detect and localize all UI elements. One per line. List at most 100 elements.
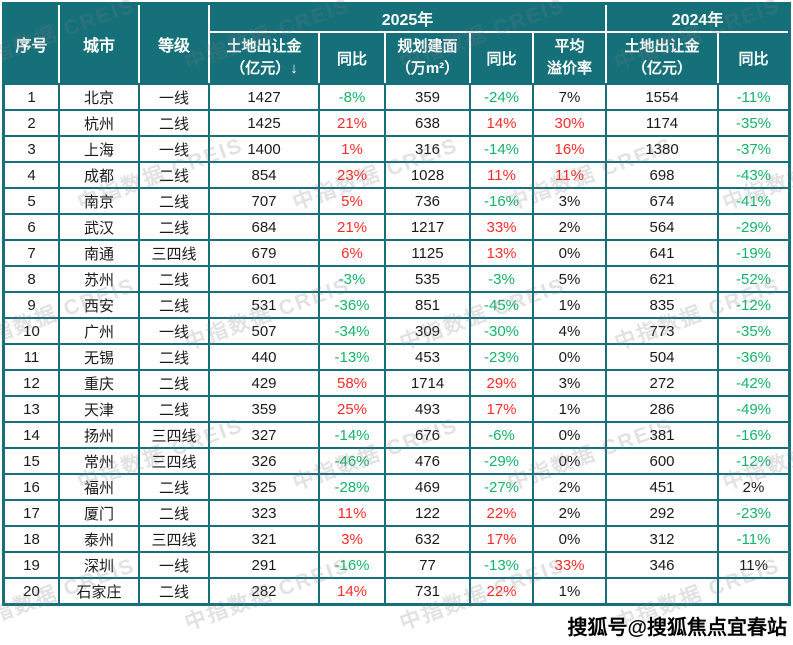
cell-area25-yoy: -45%	[471, 291, 534, 317]
cell-rank: 19	[5, 551, 60, 577]
cell-fee25: 854	[210, 161, 320, 187]
col-header-planned-area-line1: 规划建面	[397, 38, 458, 56]
cell-area25-yoy: -23%	[471, 343, 534, 369]
cell-rank: 10	[5, 317, 60, 343]
cell-city: 武汉	[60, 213, 140, 239]
cell-premium: 11%	[534, 161, 608, 187]
cell-area25: 316	[386, 135, 471, 161]
col-header-land-fee-2024-line1: 土地出让金	[624, 38, 700, 56]
cell-fee25-yoy: -8%	[320, 83, 386, 109]
cell-fee25-yoy: 25%	[320, 395, 386, 421]
cell-fee25-yoy: 1%	[320, 135, 386, 161]
cell-premium: 3%	[534, 369, 608, 395]
col-header-premium-rate-line2: 溢价率	[547, 60, 593, 77]
cell-fee24-yoy: -49%	[719, 395, 789, 421]
col-header-land-fee-2025: 土地出让金 （亿元）↓	[210, 31, 320, 83]
cell-tier: 二线	[140, 109, 210, 135]
cell-tier: 二线	[140, 161, 210, 187]
cell-fee25: 325	[210, 473, 320, 499]
cell-city: 泰州	[60, 525, 140, 551]
cell-city: 南通	[60, 239, 140, 265]
cell-premium: 1%	[534, 577, 608, 603]
cell-city: 深圳	[60, 551, 140, 577]
table-row: 10 广州 一线 507 -34% 309 -30% 4% 773 -35%	[5, 317, 789, 343]
cell-fee24: 600	[607, 447, 720, 473]
cell-rank: 15	[5, 447, 60, 473]
cell-city: 南京	[60, 187, 140, 213]
table-row: 2 杭州 二线 1425 21% 638 14% 30% 1174 -35%	[5, 109, 789, 135]
cell-fee25: 507	[210, 317, 320, 343]
cell-area25-yoy: -6%	[471, 421, 534, 447]
cell-area25: 676	[386, 421, 471, 447]
cell-tier: 三四线	[140, 447, 210, 473]
cell-area25: 309	[386, 317, 471, 343]
table-row: 14 扬州 三四线 327 -14% 676 -6% 0% 381 -16%	[5, 421, 789, 447]
cell-tier: 一线	[140, 83, 210, 109]
cell-city: 厦门	[60, 499, 140, 525]
cell-area25: 493	[386, 395, 471, 421]
cell-fee24-yoy: -41%	[719, 187, 789, 213]
cell-fee25: 1425	[210, 109, 320, 135]
cell-premium: 1%	[534, 291, 608, 317]
col-group-2024: 2024年	[607, 5, 789, 31]
col-header-city: 城市	[60, 5, 140, 83]
cell-fee25-yoy: 14%	[320, 577, 386, 603]
table-row: 9 西安 二线 531 -36% 851 -45% 1% 835 -12%	[5, 291, 789, 317]
cell-fee24-yoy: -19%	[719, 239, 789, 265]
cell-area25: 1714	[386, 369, 471, 395]
land-sales-table: 序号 城市 等级 2025年 2024年 土地出让金 （亿元）↓ 同比 规划建面…	[2, 2, 792, 606]
cell-fee25: 323	[210, 499, 320, 525]
cell-area25-yoy: -13%	[471, 551, 534, 577]
cell-fee24-yoy: -35%	[719, 317, 789, 343]
cell-rank: 6	[5, 213, 60, 239]
cell-fee24-yoy: -23%	[719, 499, 789, 525]
cell-fee25: 326	[210, 447, 320, 473]
cell-rank: 18	[5, 525, 60, 551]
cell-area25: 535	[386, 265, 471, 291]
cell-premium: 1%	[534, 395, 608, 421]
cell-rank: 16	[5, 473, 60, 499]
cell-city: 西安	[60, 291, 140, 317]
cell-premium: 0%	[534, 525, 608, 551]
col-header-land-fee-2025-line1: 土地出让金	[226, 38, 302, 56]
cell-premium: 16%	[534, 135, 608, 161]
cell-tier: 二线	[140, 187, 210, 213]
cell-city: 杭州	[60, 109, 140, 135]
cell-area25: 1125	[386, 239, 471, 265]
cell-rank: 12	[5, 369, 60, 395]
cell-area25: 1217	[386, 213, 471, 239]
cell-fee25-yoy: -13%	[320, 343, 386, 369]
cell-fee24-yoy: -11%	[719, 83, 789, 109]
cell-fee25-yoy: 5%	[320, 187, 386, 213]
cell-fee25-yoy: -3%	[320, 265, 386, 291]
cell-fee25: 601	[210, 265, 320, 291]
col-header-land-fee-2024: 土地出让金 （亿元）	[607, 31, 720, 83]
cell-fee24-yoy	[719, 577, 789, 603]
cell-premium: 2%	[534, 499, 608, 525]
cell-premium: 2%	[534, 473, 608, 499]
cell-premium: 7%	[534, 83, 608, 109]
cell-fee25: 429	[210, 369, 320, 395]
cell-area25-yoy: 11%	[471, 161, 534, 187]
cell-fee24: 292	[607, 499, 720, 525]
cell-tier: 二线	[140, 291, 210, 317]
cell-area25-yoy: 17%	[471, 525, 534, 551]
cell-area25-yoy: 29%	[471, 369, 534, 395]
cell-area25: 1028	[386, 161, 471, 187]
cell-rank: 20	[5, 577, 60, 603]
cell-area25: 736	[386, 187, 471, 213]
cell-fee24: 1554	[607, 83, 720, 109]
cell-fee25-yoy: 11%	[320, 499, 386, 525]
cell-rank: 2	[5, 109, 60, 135]
cell-city: 北京	[60, 83, 140, 109]
cell-fee24: 674	[607, 187, 720, 213]
cell-fee25: 321	[210, 525, 320, 551]
cell-area25-yoy: -14%	[471, 135, 534, 161]
col-header-rank: 序号	[5, 5, 60, 83]
table-row: 15 常州 三四线 326 -46% 476 -29% 0% 600 -12%	[5, 447, 789, 473]
cell-premium: 0%	[534, 421, 608, 447]
cell-rank: 9	[5, 291, 60, 317]
cell-fee24: 621	[607, 265, 720, 291]
cell-premium: 3%	[534, 187, 608, 213]
cell-area25: 359	[386, 83, 471, 109]
